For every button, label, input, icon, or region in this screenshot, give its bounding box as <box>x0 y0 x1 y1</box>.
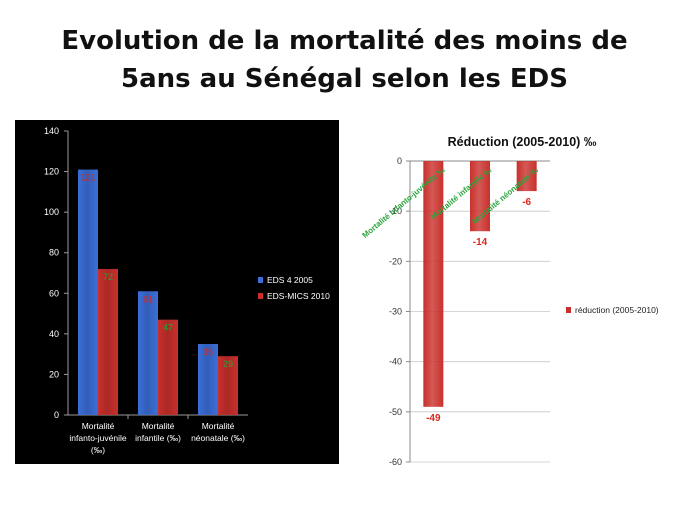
x-tick-label: Mortalité <box>202 421 235 431</box>
y-tick-label: 0 <box>54 410 59 420</box>
legend-swatch <box>566 307 571 313</box>
data-label: -6 <box>522 197 531 208</box>
data-label: 72 <box>103 272 113 282</box>
data-label: -49 <box>426 413 441 424</box>
bar-eds-4-2005-3 <box>198 344 218 415</box>
bar-eds-mics-2010-2 <box>158 319 178 415</box>
x-tick-label: Mortalité <box>82 421 115 431</box>
data-label: 61 <box>143 294 153 304</box>
reduction-chart: Réduction (2005-2010) ‰ 0 -10 -20 -30 -40 -50 -… <box>360 135 659 467</box>
legend-swatch <box>258 277 263 283</box>
x-tick-label: (‰) <box>91 445 105 455</box>
y-tick-label: 40 <box>49 329 59 339</box>
y-tick-label: -60 <box>389 457 402 467</box>
y-tick-label: -10 <box>389 206 402 216</box>
y-tick-label: -30 <box>389 307 402 317</box>
data-label: 47 <box>163 323 173 333</box>
x-tick-label: néonatale (‰) <box>191 433 245 443</box>
bar-eds-4-2005-2 <box>138 291 158 415</box>
chart-title: Réduction (2005-2010) ‰ <box>448 135 597 149</box>
slide-title: Evolution de la mortalité des moins de 5… <box>0 22 689 98</box>
data-label: 121 <box>80 173 95 183</box>
bar-eds-mics-2010-3 <box>218 356 238 415</box>
bar-eds-4-2005-1 <box>78 169 98 415</box>
y-tick-label: 20 <box>49 369 59 379</box>
slide-title-line-2: 5ans au Sénégal selon les EDS <box>121 64 568 94</box>
x-tick-label: Mortalité <box>142 421 175 431</box>
x-tick-label: infanto-juvénile <box>69 433 126 443</box>
y-tick-label: 80 <box>49 248 59 258</box>
bar-eds-mics-2010-1 <box>98 268 118 415</box>
y-tick-label: 100 <box>44 207 59 217</box>
y-tick-label: -40 <box>389 357 402 367</box>
slide-title-line-1: Evolution de la mortalité des moins de <box>61 26 628 56</box>
y-tick-label: 120 <box>44 167 59 177</box>
y-tick-label: 60 <box>49 288 59 298</box>
y-tick-label: -20 <box>389 256 402 266</box>
legend-label: EDS-MICS 2010 <box>267 291 330 301</box>
x-tick-label: infantile (‰) <box>135 433 181 443</box>
y-tick-label: 0 <box>397 156 402 166</box>
bar-reduction-2 <box>470 161 490 232</box>
data-label: 29 <box>223 359 233 369</box>
y-tick-label: 140 <box>44 126 59 136</box>
legend-swatch <box>258 293 263 299</box>
legend-label: EDS 4 2005 <box>267 275 313 285</box>
mortality-comparison-chart: 0 20 40 60 80 100 120 140 121 72 Mortalité infanto-… <box>15 120 339 464</box>
data-label: 35 <box>203 347 213 357</box>
bar-reduction-1 <box>423 161 444 407</box>
data-label: -14 <box>473 237 488 248</box>
legend-label: réduction (2005-2010) <box>575 305 659 315</box>
bar-reduction-3 <box>516 161 537 192</box>
y-tick-label: -50 <box>389 407 402 417</box>
